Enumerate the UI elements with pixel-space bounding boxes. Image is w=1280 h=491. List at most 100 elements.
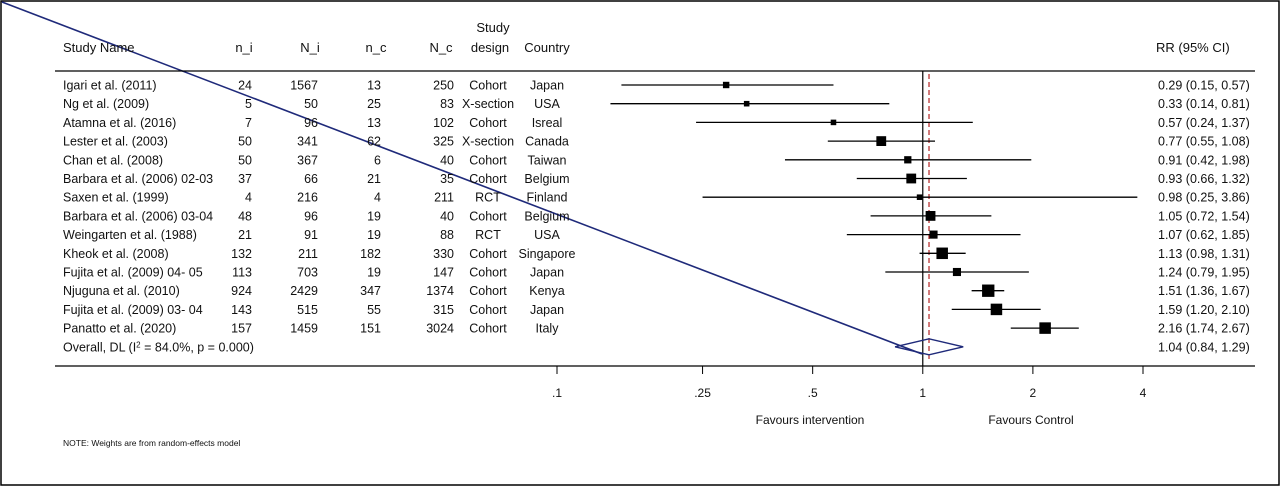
study-N-i: 216 xyxy=(297,191,318,205)
study-N-i: 515 xyxy=(297,303,318,317)
study-point-marker xyxy=(906,173,917,184)
study-point-marker xyxy=(990,303,1003,316)
study-n-c: 4 xyxy=(374,191,381,205)
study-N-i: 341 xyxy=(297,135,318,149)
study-name: Chan et al. (2008) xyxy=(63,153,163,167)
study-point-marker xyxy=(929,230,938,239)
header-n-i: n_i xyxy=(235,40,252,55)
study-n-i: 143 xyxy=(231,303,252,317)
study-n-i: 50 xyxy=(238,135,252,149)
header-study-name: Study Name xyxy=(63,40,135,55)
study-point-marker xyxy=(1039,322,1051,334)
study-point-marker xyxy=(936,247,948,260)
study-design: Cohort xyxy=(469,284,507,298)
study-design: Cohort xyxy=(469,322,507,336)
study-rr-ci: 0.98 (0.25, 3.86) xyxy=(1158,191,1250,205)
study-country: Belgium xyxy=(524,209,569,223)
study-n-i: 21 xyxy=(238,228,252,242)
study-n-c: 19 xyxy=(367,266,381,280)
study-name: Lester et al. (2003) xyxy=(63,135,168,149)
study-n-i: 7 xyxy=(245,116,252,130)
study-point-marker xyxy=(925,211,936,221)
study-n-c: 62 xyxy=(367,135,381,149)
study-name: Ng et al. (2009) xyxy=(63,97,149,111)
study-design: X-section xyxy=(462,135,514,149)
study-n-i: 37 xyxy=(238,172,252,186)
study-N-c: 83 xyxy=(440,97,454,111)
study-design: X-section xyxy=(462,97,514,111)
study-rr-ci: 0.33 (0.14, 0.81) xyxy=(1158,97,1250,111)
study-rr-ci: 0.91 (0.42, 1.98) xyxy=(1158,153,1250,167)
study-n-i: 924 xyxy=(231,284,252,298)
study-design: Cohort xyxy=(469,116,507,130)
study-country: Taiwan xyxy=(528,153,567,167)
study-N-c: 147 xyxy=(433,266,454,280)
study-N-i: 211 xyxy=(298,247,318,261)
study-N-i: 96 xyxy=(304,116,318,130)
header-design-line1: Study xyxy=(476,20,510,35)
overall-rr-ci: 1.04 (0.84, 1.29) xyxy=(1158,340,1250,354)
study-N-i: 703 xyxy=(297,266,318,280)
study-N-i: 96 xyxy=(304,209,318,223)
header-rr-ci: RR (95% CI) xyxy=(1156,40,1230,55)
study-N-c: 40 xyxy=(440,153,454,167)
study-n-c: 25 xyxy=(367,97,381,111)
overall-label: Overall, DL (I2 = 84.0%, p = 0.000) xyxy=(63,340,254,355)
study-n-i: 5 xyxy=(245,97,252,111)
study-point-marker xyxy=(952,267,962,277)
study-rr-ci: 0.77 (0.55, 1.08) xyxy=(1158,135,1250,149)
study-rr-ci: 2.16 (1.74, 2.67) xyxy=(1158,322,1250,336)
x-axis-tick-label: 1 xyxy=(919,386,926,400)
study-n-c: 6 xyxy=(374,153,381,167)
study-point-marker xyxy=(904,156,912,164)
study-point-marker xyxy=(876,136,887,146)
study-rr-ci: 0.57 (0.24, 1.37) xyxy=(1158,116,1250,130)
study-N-c: 1374 xyxy=(426,284,454,298)
study-N-i: 1567 xyxy=(290,79,318,93)
study-n-c: 55 xyxy=(367,303,381,317)
study-rr-ci: 1.51 (1.36, 1.67) xyxy=(1158,284,1250,298)
study-design: Cohort xyxy=(469,209,507,223)
study-n-c: 21 xyxy=(367,172,381,186)
x-axis-tick-label: .1 xyxy=(552,386,562,400)
study-name: Fujita et al. (2009) 04- 05 xyxy=(63,266,203,280)
study-n-i: 50 xyxy=(238,153,252,167)
x-axis-tick-label: .5 xyxy=(808,386,818,400)
study-name: Njuguna et al. (2010) xyxy=(63,284,180,298)
study-N-c: 325 xyxy=(433,135,454,149)
study-N-i: 1459 xyxy=(290,322,318,336)
favours-control-label: Favours Control xyxy=(988,413,1073,427)
x-axis-tick-label: 2 xyxy=(1030,386,1037,400)
study-rr-ci: 0.29 (0.15, 0.57) xyxy=(1158,79,1250,93)
study-n-c: 13 xyxy=(367,79,381,93)
study-n-c: 19 xyxy=(367,209,381,223)
study-n-c: 19 xyxy=(367,228,381,242)
study-N-c: 330 xyxy=(433,247,454,261)
study-n-i: 132 xyxy=(231,247,252,261)
study-country: USA xyxy=(534,228,560,242)
study-country: Japan xyxy=(530,79,564,93)
study-country: Belgium xyxy=(524,172,569,186)
study-n-i: 4 xyxy=(245,191,252,205)
study-country: Canada xyxy=(525,135,569,149)
study-N-c: 211 xyxy=(434,191,454,205)
study-N-c: 102 xyxy=(433,116,454,130)
study-name: Kheok et al. (2008) xyxy=(63,247,169,261)
study-country: Japan xyxy=(530,303,564,317)
study-name: Saxen et al. (1999) xyxy=(63,191,169,205)
study-N-c: 250 xyxy=(433,79,454,93)
study-N-i: 367 xyxy=(297,153,318,167)
study-n-c: 182 xyxy=(360,247,381,261)
study-name: Barbara et al. (2006) 02-03 xyxy=(63,172,213,186)
study-design: RCT xyxy=(475,228,501,242)
study-name: Fujita et al. (2009) 03- 04 xyxy=(63,303,203,317)
study-country: Isreal xyxy=(532,116,563,130)
header-country: Country xyxy=(524,40,570,55)
study-rr-ci: 0.93 (0.66, 1.32) xyxy=(1158,172,1250,186)
study-country: Japan xyxy=(530,266,564,280)
study-N-i: 91 xyxy=(304,228,318,242)
study-name: Igari et al. (2011) xyxy=(63,79,157,93)
study-N-c: 35 xyxy=(440,172,454,186)
